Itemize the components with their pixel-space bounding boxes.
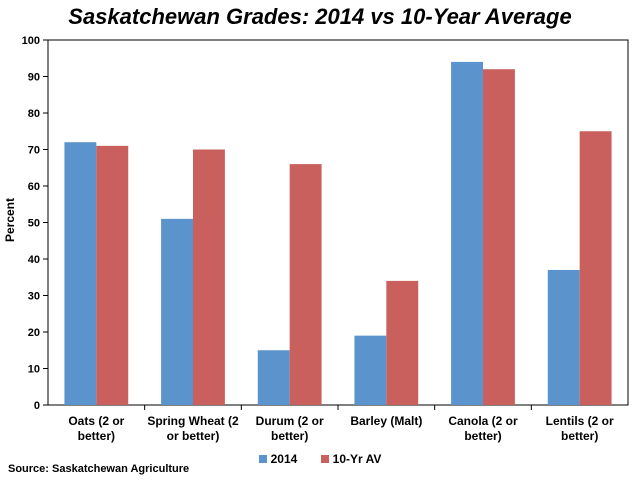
y-tick-label: 70 [28, 145, 40, 157]
x-tick-label: Spring Wheat (2 or better) [147, 414, 239, 443]
source-note: Source: Saskatchewan Agriculture [8, 463, 190, 475]
legend-item-2014: 2014 [258, 452, 298, 466]
x-tick-label: Durum (2 or better) [256, 414, 324, 443]
x-tick-label-line: better) [561, 429, 598, 443]
bar-2014 [64, 142, 97, 405]
bar-2014 [161, 218, 193, 405]
plot-frame [47, 39, 629, 406]
x-tick-label-line: better) [78, 429, 115, 443]
y-tick-label: 20 [28, 327, 40, 339]
bar-2014 [257, 350, 290, 405]
bar-2014 [451, 61, 483, 406]
bars [64, 61, 612, 406]
x-tick-label-line: Oats (2 or [68, 414, 124, 428]
chart-title: Saskatchewan Grades: 2014 vs 10-Year Ave… [68, 4, 572, 29]
bar-10yr [193, 149, 225, 405]
x-tick-label: Canola (2 or better) [448, 414, 518, 443]
x-tick-label: Lentils (2 or better) [546, 414, 614, 443]
y-tick-label: 50 [28, 218, 40, 230]
y-tick-label: 0 [34, 400, 40, 412]
x-tick-label-line: better) [464, 429, 501, 443]
legend-swatch-10yr [320, 455, 329, 463]
y-tick-label: 80 [28, 108, 40, 120]
x-axis: Oats (2 or better)Spring Wheat (2 or bette… [68, 405, 614, 443]
bar-2014 [547, 269, 580, 405]
legend: 2014 10-Yr AV [0, 452, 640, 466]
y-tick-label: 100 [22, 35, 40, 47]
bar-10yr [579, 131, 612, 405]
legend-item-10yr: 10-Yr AV [320, 452, 382, 466]
x-tick-label-line: Durum (2 or [256, 414, 324, 428]
legend-label-2014: 2014 [270, 452, 298, 466]
y-tick-label: 40 [28, 254, 40, 266]
x-tick-label: Barley (Malt) [350, 414, 422, 428]
x-tick-label-line: Barley (Malt) [350, 414, 422, 428]
x-tick-label-line: Spring Wheat (2 [147, 414, 239, 428]
bar-10yr [289, 164, 322, 405]
bar-10yr [483, 69, 515, 405]
y-tick-label: 60 [28, 181, 40, 193]
x-tick-label-line: or better) [167, 429, 220, 443]
x-tick-label-line: Canola (2 or [448, 414, 518, 428]
legend-swatch-2014 [258, 455, 267, 463]
y-tick-label: 10 [28, 364, 40, 376]
bar-10yr [96, 145, 129, 405]
x-tick-label-line: better) [271, 429, 308, 443]
y-axis-label: Percent [3, 198, 17, 242]
x-tick-label: Oats (2 or better) [68, 414, 124, 443]
x-tick-label-line: Lentils (2 or [546, 414, 614, 428]
legend-label-10yr: 10-Yr AV [332, 452, 382, 466]
y-tick-label: 30 [28, 291, 40, 303]
bar-10yr [386, 280, 419, 405]
bar-2014 [354, 335, 387, 405]
y-tick-label: 90 [28, 72, 40, 84]
